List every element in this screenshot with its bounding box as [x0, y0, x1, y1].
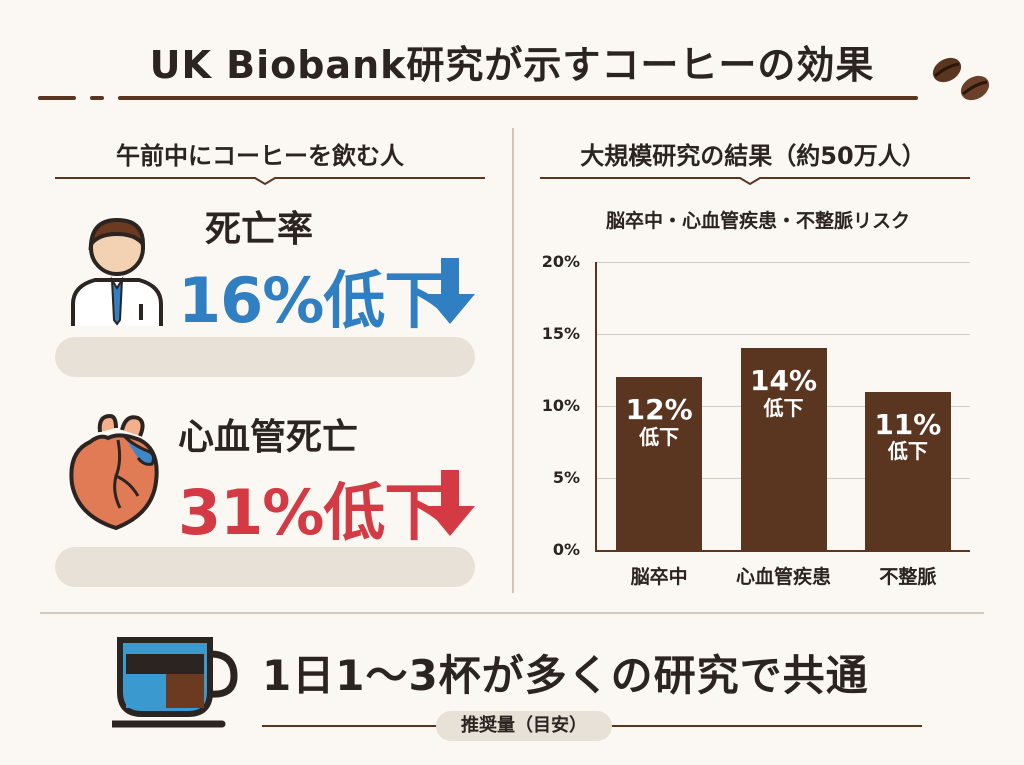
x-tick-label: 不整脈: [879, 566, 937, 588]
bar: [864, 391, 951, 550]
left-section-heading: 午前中にコーヒーを飲む人: [116, 142, 404, 170]
bar: [616, 377, 703, 550]
title-underline: [38, 96, 918, 100]
chart-subtitle: 脳卒中・心血管疾患・不整脈リスク: [605, 210, 910, 232]
cardio-death-label: 心血管死亡: [178, 417, 359, 458]
column-divider: [512, 128, 514, 593]
right-heading-divider: [540, 177, 970, 186]
y-axis: [595, 262, 597, 552]
bar-data-label: 14% 低下: [749, 364, 818, 421]
coffee-cup-icon: [112, 637, 238, 728]
down-arrow-icon: [425, 258, 475, 324]
coffee-beans-icon: [932, 57, 990, 101]
page-title: UK Biobank研究が示すコーヒーの効果: [149, 43, 875, 87]
x-axis: [595, 550, 970, 552]
mortality-value: 16%低下: [178, 264, 446, 337]
right-section-heading: 大規模研究の結果（約50万人）: [580, 142, 926, 170]
person-icon: [71, 217, 163, 326]
x-tick-label: 心血管疾患: [735, 566, 831, 588]
recommended-amount-badge: 推奨量（目安）: [436, 711, 612, 741]
gridline: [597, 262, 970, 263]
mortality-bar-track: [55, 337, 475, 377]
down-arrow-icon: [425, 470, 475, 536]
cardio-bar-track: [55, 547, 475, 587]
y-tick-label: 10%: [541, 396, 580, 415]
x-tick-label: 脳卒中: [630, 566, 688, 588]
footer-divider: [40, 612, 984, 614]
y-tick-label: 5%: [552, 468, 580, 487]
bar-chart: 0% 5% 10% 15% 20% 12% 低下脳卒中 14% 低下心血管疾患 11% 低下不整脈: [530, 250, 980, 595]
mortality-label: 死亡率: [205, 209, 314, 250]
y-tick-label: 20%: [541, 252, 580, 271]
bar-data-label: 12% 低下: [625, 393, 693, 449]
gridline: [597, 334, 970, 335]
bar-data-label: 11% 低下: [874, 407, 942, 464]
cardio-death-value: 31%低下: [178, 476, 446, 549]
footer-headline: 1日1～3杯が多くの研究で共通: [262, 651, 869, 700]
bar: [740, 348, 827, 550]
y-tick-label: 15%: [541, 324, 580, 343]
heart-icon: [69, 413, 159, 531]
left-heading-divider: [55, 177, 485, 186]
y-tick-label: 0%: [552, 540, 580, 559]
